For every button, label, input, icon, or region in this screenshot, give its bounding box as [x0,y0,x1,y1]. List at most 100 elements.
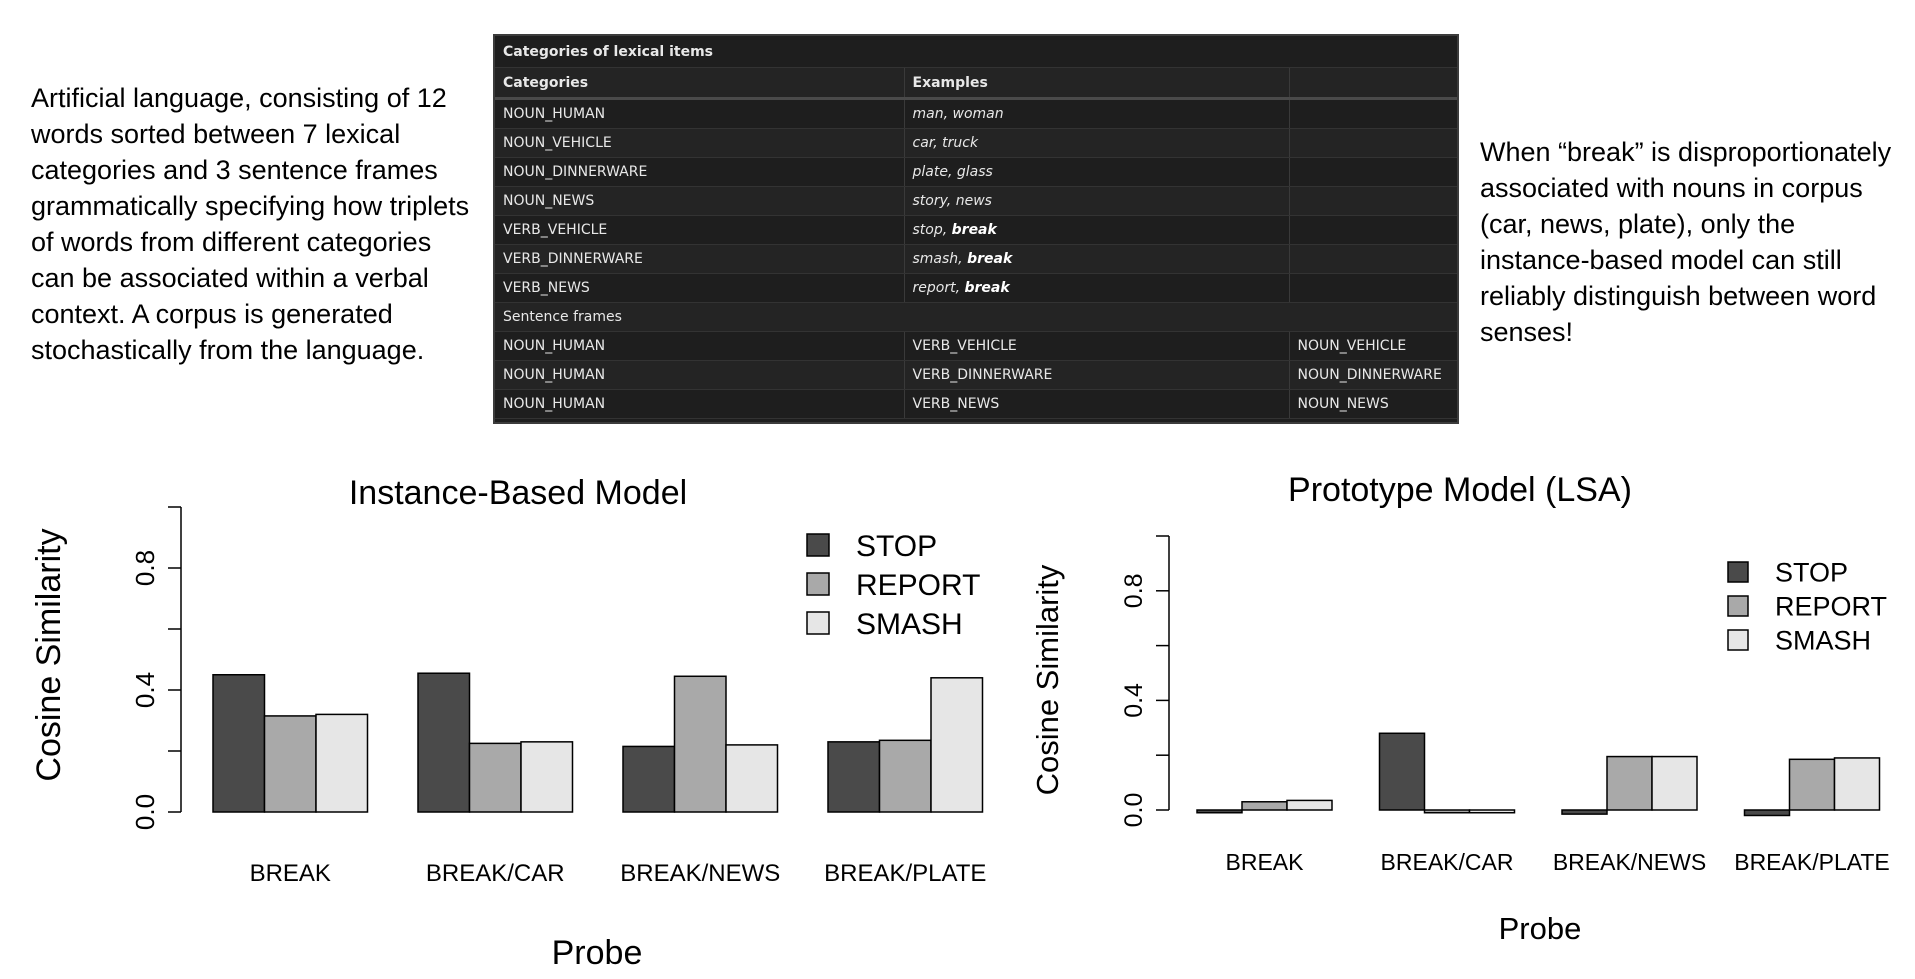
empty-cell [1289,244,1457,274]
bar-stop-break-news [1561,809,1608,815]
chart-instance-based: Instance-Based Model 0.0 0.4 0.8 Cosine Simi… [30,474,986,972]
legend-label-stop: STOP [1775,558,1848,588]
category-row: NOUN_HUMAN man, woman [495,98,1457,129]
lexicon-table-panel: Categories of lexical items Categories Exa… [493,34,1459,424]
frames-label: Sentence frames [495,302,1457,332]
bar-stop-break-car [1378,732,1426,811]
category-examples: man, woman [904,98,1290,129]
legend-label-stop: STOP [856,530,937,563]
category-name: VERB_DINNERWARE [495,244,905,274]
header-categories: Categories [495,67,905,100]
bar-report-break-car [1423,809,1471,814]
bar-smash-break-news [1651,755,1698,811]
bar-report-break-car [468,742,522,813]
bar-smash-break [315,713,369,813]
bar-smash-break-plate [930,677,984,813]
bar-stop-break-plate [1743,809,1791,817]
left-description: Artificial language, consisting of 12 wo… [31,83,470,365]
category-row: VERB_VEHICLE stop, break [495,215,1457,245]
x-category-label: BREAK/PLATE [824,860,986,887]
frame-cell: VERB_VEHICLE [904,331,1290,361]
category-examples: plate, glass [904,157,1290,187]
y-tick-label: 0.0 [1120,793,1148,828]
category-name: NOUN_DINNERWARE [495,157,905,187]
category-examples: report, break [904,273,1290,303]
frame-cell: NOUN_HUMAN [495,389,905,419]
empty-cell [1289,273,1457,303]
category-examples: smash, break [904,244,1290,274]
lexicon-table: Categories of lexical items Categories Exa… [495,36,1457,419]
example-words: report, [912,280,965,296]
legend-label-report: REPORT [1775,592,1887,622]
y-tick-label: 0.4 [130,672,160,708]
frame-cell: NOUN_DINNERWARE [1289,360,1457,390]
legend-label-smash: SMASH [856,608,963,641]
example-words: story, news [912,193,992,209]
frame-cell: VERB_NEWS [904,389,1290,419]
legend-swatch-report [806,572,830,596]
bar-report-break [263,715,317,813]
y-axis-label: Cosine Similarity [30,528,68,781]
legend-label-report: REPORT [856,569,980,602]
example-emphasis: break [964,280,1010,296]
bar-report-break-news [673,675,727,813]
y-tick-label: 0.4 [1120,683,1148,718]
bar-smash-break [1286,799,1333,811]
bar-stop-break [1196,809,1243,814]
x-category-label: BREAK/CAR [1381,849,1514,875]
x-axis-label: Probe [552,934,643,972]
category-row: NOUN_VEHICLE car, truck [495,128,1457,158]
right-description: When “break” is disproportionately assoc… [1480,137,1892,347]
example-words: smash, [912,251,968,267]
y-tick-label: 0.0 [130,794,160,830]
category-name: NOUN_NEWS [495,186,905,216]
chart-prototype-lsa: Prototype Model (LSA) 0.0 0.4 0.8 Cosine Sim… [1030,471,1890,946]
bar-smash-break-car [520,741,574,813]
frame-cell: NOUN_HUMAN [495,360,905,390]
x-category-label: BREAK [1226,849,1305,875]
category-name: NOUN_HUMAN [495,98,905,129]
empty-cell [1289,128,1457,158]
x-category-label: BREAK/NEWS [1553,849,1706,875]
example-words: stop, [912,222,952,238]
frame-cell: NOUN_NEWS [1289,389,1457,419]
frame-cell: VERB_DINNERWARE [904,360,1290,390]
bar-stop-break [212,674,266,813]
x-category-label: BREAK [250,860,331,887]
category-row: VERB_DINNERWARE smash, break [495,244,1457,274]
y-tick-label: 0.8 [1120,573,1148,608]
x-category-label: BREAK/NEWS [620,860,780,887]
example-words: car, truck [912,135,979,151]
frame-row: NOUN_HUMAN VERB_VEHICLE NOUN_VEHICLE [495,331,1457,361]
legend-swatch-stop [1727,561,1749,583]
bar-smash-break-car [1468,809,1516,814]
x-category-label: BREAK/PLATE [1734,849,1890,875]
bar-report-break-plate [1788,758,1836,811]
empty-cell [1289,186,1457,216]
category-examples: car, truck [904,128,1290,158]
empty-cell [1289,157,1457,187]
example-emphasis: break [967,251,1013,267]
frame-row: NOUN_HUMAN VERB_DINNERWARE NOUN_DINNERWARE [495,360,1457,390]
header-examples: Examples [904,67,1290,100]
bar-report-break-news [1606,755,1653,811]
bar-stop-break-car [417,672,471,813]
table-caption: Categories of lexical items [495,36,1457,68]
frame-cell: NOUN_VEHICLE [1289,331,1457,361]
category-row: NOUN_DINNERWARE plate, glass [495,157,1457,187]
category-row: NOUN_NEWS story, news [495,186,1457,216]
example-words: plate, glass [912,164,993,180]
x-axis-label: Probe [1499,911,1582,946]
y-axis-label: Cosine Similarity [1030,564,1065,795]
category-name: NOUN_VEHICLE [495,128,905,158]
bar-smash-break-plate [1833,757,1881,811]
legend-label-smash: SMASH [1775,626,1871,656]
bar-report-break [1241,801,1288,811]
category-name: VERB_NEWS [495,273,905,303]
category-examples: story, news [904,186,1290,216]
bar-stop-break-news [622,745,676,813]
frame-cell: NOUN_HUMAN [495,331,905,361]
y-tick-label: 0.8 [130,550,160,586]
bar-smash-break-news [725,744,779,813]
legend-swatch-smash [1727,629,1749,651]
